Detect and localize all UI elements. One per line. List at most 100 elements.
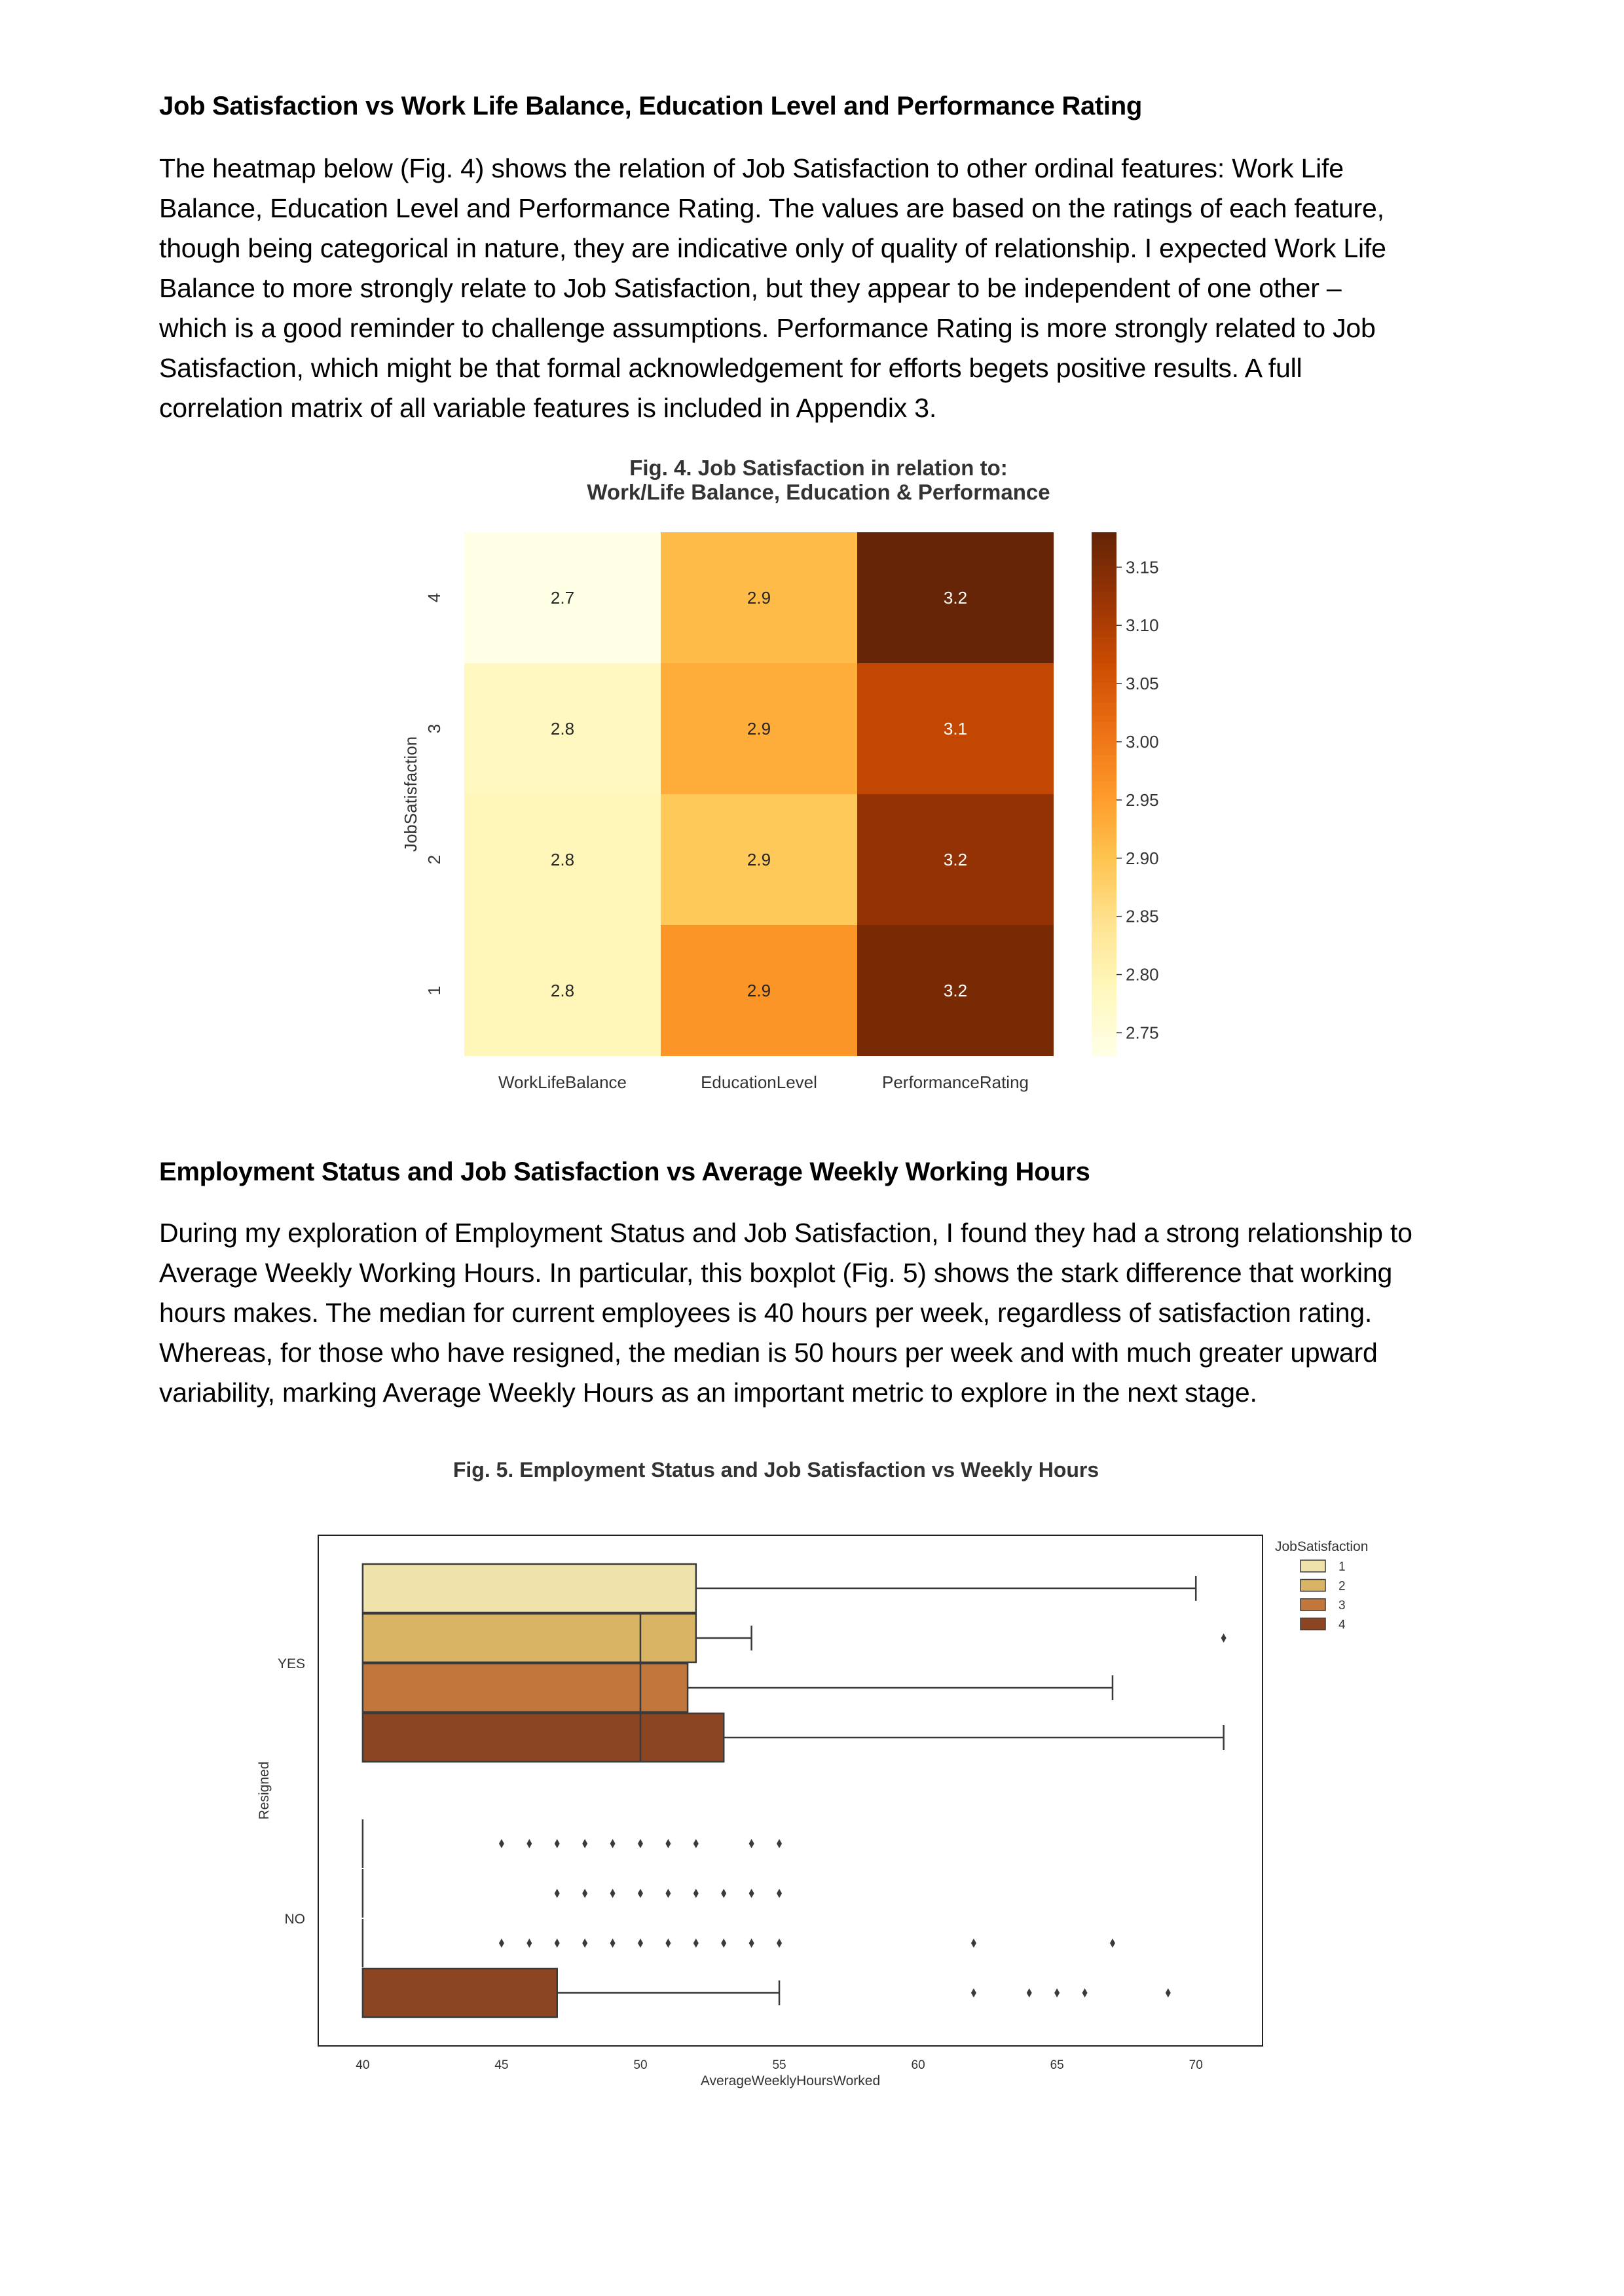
outlier-point [610, 1889, 616, 1898]
colorbar-segment [1092, 670, 1116, 677]
paragraph-boxplot-description: During my exploration of Employment Stat… [159, 1213, 1488, 1413]
outlier-point [610, 1939, 616, 1948]
x-tick-label: 45 [494, 2058, 508, 2072]
outlier-point [1221, 1633, 1227, 1643]
colorbar-segment [1092, 598, 1116, 605]
colorbar-segment [1092, 886, 1116, 893]
colorbar-segment [1092, 801, 1116, 808]
colorbar-segment [1092, 532, 1116, 539]
y-tick-label: 2 [424, 855, 444, 864]
outlier-point [498, 1939, 504, 1948]
colorbar-segment [1092, 788, 1116, 795]
cell-label: 3.2 [944, 588, 967, 608]
heatmap-cell [857, 663, 1054, 794]
legend-title: JobSatisfaction [1275, 1539, 1368, 1554]
colorbar-segment [1092, 768, 1116, 775]
colorbar-segment [1092, 761, 1116, 769]
colorbar-segment [1092, 781, 1116, 788]
legend-label: 4 [1338, 1618, 1346, 1632]
paragraph-line: Average Weekly Working Hours. In particu… [159, 1258, 1393, 1288]
colorbar-segment [1092, 558, 1116, 566]
colorbar-segment [1092, 840, 1116, 847]
cell-label: 2.9 [747, 719, 771, 738]
paragraph-line: correlation matrix of all variable featu… [159, 393, 937, 423]
y-axis-label: JobSatisfaction [401, 737, 420, 852]
colorbar-segment [1092, 833, 1116, 841]
outlier-point [610, 1839, 616, 1848]
colorbar-segment [1092, 585, 1116, 592]
y-tick-label: 1 [424, 986, 444, 995]
colorbar-tick-label: 3.00 [1126, 732, 1159, 752]
outlier-point [693, 1839, 699, 1848]
colorbar-segment [1092, 702, 1116, 710]
colorbar-segment [1092, 991, 1116, 998]
colorbar-segment [1092, 624, 1116, 631]
colorbar-segment [1092, 591, 1116, 598]
colorbar-segment [1092, 912, 1116, 919]
colorbar-segment [1092, 925, 1116, 932]
colorbar-segment [1092, 650, 1116, 657]
colorbar-tick-label: 2.90 [1126, 848, 1159, 868]
outlier-point [498, 1839, 504, 1848]
colorbar-segment [1092, 879, 1116, 886]
outlier-point [777, 1889, 783, 1898]
chart-title: Fig. 5. Employment Status and Job Satisf… [453, 1458, 1099, 1482]
colorbar-segment [1092, 814, 1116, 821]
colorbar-tick-label: 2.80 [1126, 965, 1159, 985]
heatmap-chart: Fig. 4. Job Satisfaction in relation to:… [401, 456, 1159, 1092]
colorbar-segment [1092, 997, 1116, 1004]
outlier-point [970, 1939, 976, 1948]
colorbar-segment [1092, 1036, 1116, 1044]
outlier-point [554, 1839, 560, 1848]
heatmap-cell [464, 532, 661, 663]
outlier-point [748, 1939, 754, 1948]
x-tick-label: EducationLevel [701, 1072, 817, 1092]
cell-label: 2.9 [747, 850, 771, 869]
section-heading-employment-status: Employment Status and Job Satisfaction v… [159, 1157, 1090, 1186]
outlier-point [637, 1889, 643, 1898]
cell-label: 2.9 [747, 588, 771, 608]
heatmap-cell [857, 925, 1054, 1056]
boxplot-chart: Fig. 5. Employment Status and Job Satisf… [257, 1458, 1368, 2088]
colorbar-segment [1092, 1010, 1116, 1017]
outlier-point [554, 1889, 560, 1898]
outlier-point [1165, 1988, 1171, 1997]
outlier-point [748, 1889, 754, 1898]
outlier-point [526, 1939, 532, 1948]
y-tick-label: 4 [424, 593, 444, 602]
colorbar-segment [1092, 873, 1116, 880]
outlier-point [1082, 1988, 1088, 1997]
cell-label: 2.8 [551, 981, 574, 1000]
colorbar-segment [1092, 984, 1116, 991]
colorbar-segment [1092, 578, 1116, 585]
paragraph-line: though being categorical in nature, they… [159, 233, 1386, 263]
colorbar-segment [1092, 866, 1116, 873]
colorbar-segment [1092, 1004, 1116, 1011]
colorbar-segment [1092, 683, 1116, 690]
paragraph-heatmap-description: The heatmap below (Fig. 4) shows the rel… [159, 149, 1488, 428]
box [361, 1712, 725, 1763]
outlier-point [665, 1889, 671, 1898]
colorbar-segment [1092, 977, 1116, 985]
outlier-point [693, 1939, 699, 1948]
colorbar-segment [1092, 1017, 1116, 1024]
colorbar-segment [1092, 945, 1116, 952]
colorbar-segment [1092, 709, 1116, 716]
x-tick-label: 55 [772, 2058, 786, 2072]
x-axis-label: AverageWeeklyHoursWorked [701, 2073, 880, 2088]
outlier-point [777, 1939, 783, 1948]
colorbar-segment [1092, 742, 1116, 749]
colorbar-segment [1092, 860, 1116, 867]
colorbar-segment [1092, 807, 1116, 814]
cell-label: 3.1 [944, 719, 967, 738]
colorbar-segment [1092, 905, 1116, 913]
colorbar-segment [1092, 716, 1116, 723]
colorbar-segment [1092, 899, 1116, 906]
colorbar-segment [1092, 637, 1116, 644]
x-tick-label: 65 [1050, 2058, 1064, 2072]
colorbar-segment [1092, 847, 1116, 854]
colorbar-segment [1092, 572, 1116, 579]
x-tick-label: PerformanceRating [882, 1072, 1029, 1092]
colorbar-segment [1092, 676, 1116, 683]
paragraph-line: Balance, Education Level and Performance… [159, 193, 1384, 223]
